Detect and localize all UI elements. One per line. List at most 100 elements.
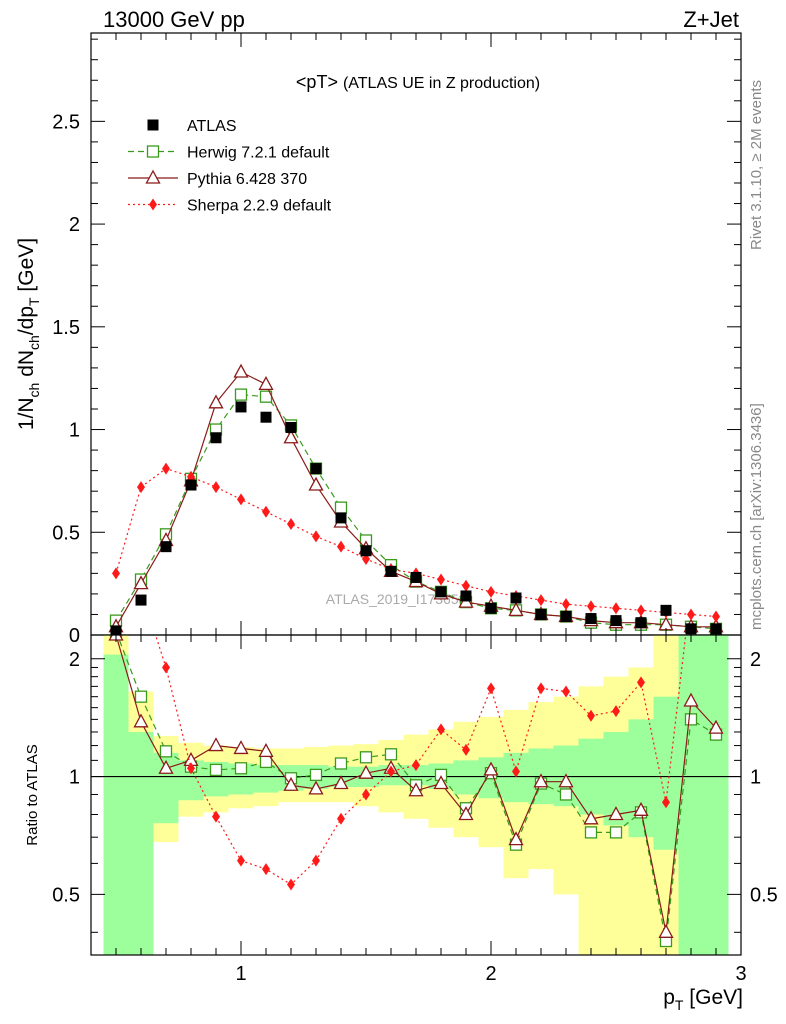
- top-ytick-label: 1.5: [52, 317, 80, 339]
- top-sherpa-2-2-9-default-point: [137, 481, 145, 494]
- bottom-ytick-label-left: 2: [69, 649, 80, 671]
- ratio-pythia-6-428-370-point: [308, 780, 324, 795]
- ratio-pythia-6-428-370-point: [233, 740, 249, 755]
- header-left-label: 13000 GeV pp: [103, 7, 245, 32]
- ratio-herwig-7-2-1-default-point: [134, 690, 148, 703]
- ratio-sherpa-2-2-9-default-point: [387, 765, 395, 778]
- ratio-herwig-7-2-1-default-point: [334, 757, 348, 770]
- bottom-xlabel: pT [GeV]: [663, 986, 743, 1013]
- top-atlas-point: [360, 545, 372, 557]
- bottom-ytick-label-right: 1: [750, 767, 761, 789]
- top-panel: ATLAS_2019_I1736531 0 0.5 1 1.5 2 2.5 <pT> (A…: [15, 32, 742, 647]
- ratio-pythia-6-428-370-point: [283, 776, 299, 791]
- ratio-herwig-7-2-1-default-point: [559, 788, 573, 801]
- ratio-sherpa-2-2-9-default-point: [187, 762, 195, 775]
- top-sherpa-2-2-9-default-point: [637, 604, 645, 617]
- top-sherpa-2-2-9-default-point: [112, 567, 120, 580]
- bottom-ytick-label-left: 1: [69, 767, 80, 789]
- ratio-sherpa-2-2-9-default-point: [512, 765, 520, 778]
- ratio-pythia-6-428-370-point: [683, 692, 699, 707]
- inner-band-bin: [653, 696, 679, 850]
- ratio-sherpa-2-2-9-default-point: [587, 709, 595, 722]
- top-sherpa-2-2-9-default-point: [237, 493, 245, 506]
- header-right-label: Z+Jet: [683, 7, 739, 32]
- top-pythia-6-428-370-point: [283, 429, 299, 444]
- ratio-pythia-6-428-370-point: [358, 764, 374, 779]
- ratio-pythia-6-428-370-point: [158, 759, 174, 774]
- top-ylabel: 1/Nch dNch/dpT [GeV]: [15, 238, 42, 430]
- chart-title: <pT> (ATLAS UE in Z production): [296, 72, 540, 92]
- bottom-xtick-label: 3: [735, 963, 746, 985]
- ratio-pythia-6-428-370-point: [258, 742, 274, 757]
- ratio-pythia-6-428-370-point: [558, 773, 574, 788]
- top-atlas-point: [435, 586, 447, 598]
- ratio-sherpa-2-2-9-default-point: [212, 810, 220, 823]
- inner-band-bin: [128, 731, 154, 955]
- ratio-herwig-7-2-1-default-point: [209, 763, 223, 777]
- ratio-sherpa-2-2-9-default-point: [687, 584, 695, 596]
- top-atlas-point: [335, 512, 347, 524]
- bottom-xtick-label: 1: [235, 963, 246, 985]
- top-sherpa-2-2-9-default-point: [712, 610, 720, 623]
- legend-marker: [149, 198, 157, 211]
- bottom-ytick-label-right: 2: [750, 649, 761, 671]
- inner-band-bin: [703, 635, 729, 955]
- ratio-sherpa-2-2-9-default-point: [412, 759, 420, 772]
- ratio-pythia-6-428-370-point: [633, 801, 649, 816]
- watermark-label: ATLAS_2019_I1736531: [326, 591, 475, 607]
- top-sherpa-2-2-9-default-point: [687, 608, 695, 621]
- ratio-pythia-6-428-370-point: [333, 775, 349, 790]
- top-sherpa-2-2-9-default-point: [587, 600, 595, 613]
- ratio-herwig-7-2-1-default-point: [684, 713, 698, 726]
- ratio-sherpa-2-2-9-default-point: [112, 584, 120, 596]
- ratio-sherpa-2-2-9-default-point: [287, 878, 295, 891]
- ratio-sherpa-2-2-9-default-point: [262, 863, 270, 876]
- mcplots-label: mcplots.cern.ch [arXiv:1306.3436]: [748, 403, 765, 630]
- top-series-layer: [108, 363, 724, 635]
- legend-label: Pythia 6.428 370: [187, 171, 307, 188]
- top-sherpa-2-2-9-default-point: [562, 598, 570, 611]
- ratio-herwig-7-2-1-default-point: [609, 826, 623, 839]
- ratio-herwig-7-2-1-default-point: [309, 768, 323, 782]
- top-atlas-point: [260, 411, 272, 423]
- ratio-sherpa-2-2-9-default-point: [637, 676, 645, 689]
- bottom-ylabel: Ratio to ATLAS: [24, 744, 41, 845]
- top-atlas-point: [510, 592, 522, 604]
- top-atlas-point: [285, 421, 297, 433]
- legend-marker: [147, 119, 159, 131]
- legend-label: Herwig 7.2.1 default: [187, 145, 330, 162]
- top-atlas-point: [210, 432, 222, 444]
- top-pythia-6-428-370-point: [308, 476, 324, 491]
- bottom-panel: 0.5 0.5 1 1 2 2 1 2 3 Ratio to ATLAS pT [GeV]: [24, 584, 778, 1013]
- top-atlas-point: [635, 617, 647, 629]
- ratio-pythia-6-428-370-point: [408, 782, 424, 797]
- top-ytick-label: 0: [69, 625, 80, 647]
- ratio-pythia-6-428-370-point: [583, 810, 599, 825]
- top-atlas-point: [235, 401, 247, 413]
- top-atlas-point: [160, 541, 172, 553]
- top-atlas-point: [410, 571, 422, 583]
- top-sherpa-2-2-9-default-point: [487, 585, 495, 598]
- ratio-sherpa-2-2-9-default-point: [362, 788, 370, 801]
- inner-band-bin: [253, 765, 279, 793]
- top-sherpa-2-2-9-default-point: [337, 540, 345, 553]
- top-pythia-6-428-370-line: [115, 371, 716, 628]
- top-pythia-6-428-370-point: [133, 575, 149, 590]
- ratio-herwig-7-2-1-default-point: [259, 755, 273, 769]
- top-sherpa-2-2-9-default-point: [162, 462, 170, 475]
- top-sherpa-2-2-9-default-point: [462, 579, 470, 592]
- top-atlas-point: [135, 594, 147, 606]
- inner-band-bin: [403, 765, 429, 786]
- ratio-herwig-7-2-1-default-point: [359, 751, 373, 764]
- legend-marker: [146, 145, 160, 158]
- top-atlas-point: [310, 463, 322, 475]
- ratio-pythia-6-428-370-point: [708, 719, 724, 734]
- legend: ATLAS Herwig 7.2.1 default Pythia 6.428 37…: [128, 118, 332, 215]
- inner-band-bin: [453, 760, 479, 795]
- top-sherpa-2-2-9-default-point: [262, 505, 270, 518]
- chart-subtitle: (ATLAS UE in Z production): [343, 75, 540, 92]
- ratio-sherpa-2-2-9-default-point: [437, 723, 445, 736]
- ratio-herwig-7-2-1-default-point: [584, 826, 598, 839]
- ratio-sherpa-2-2-9-default-point: [237, 854, 245, 867]
